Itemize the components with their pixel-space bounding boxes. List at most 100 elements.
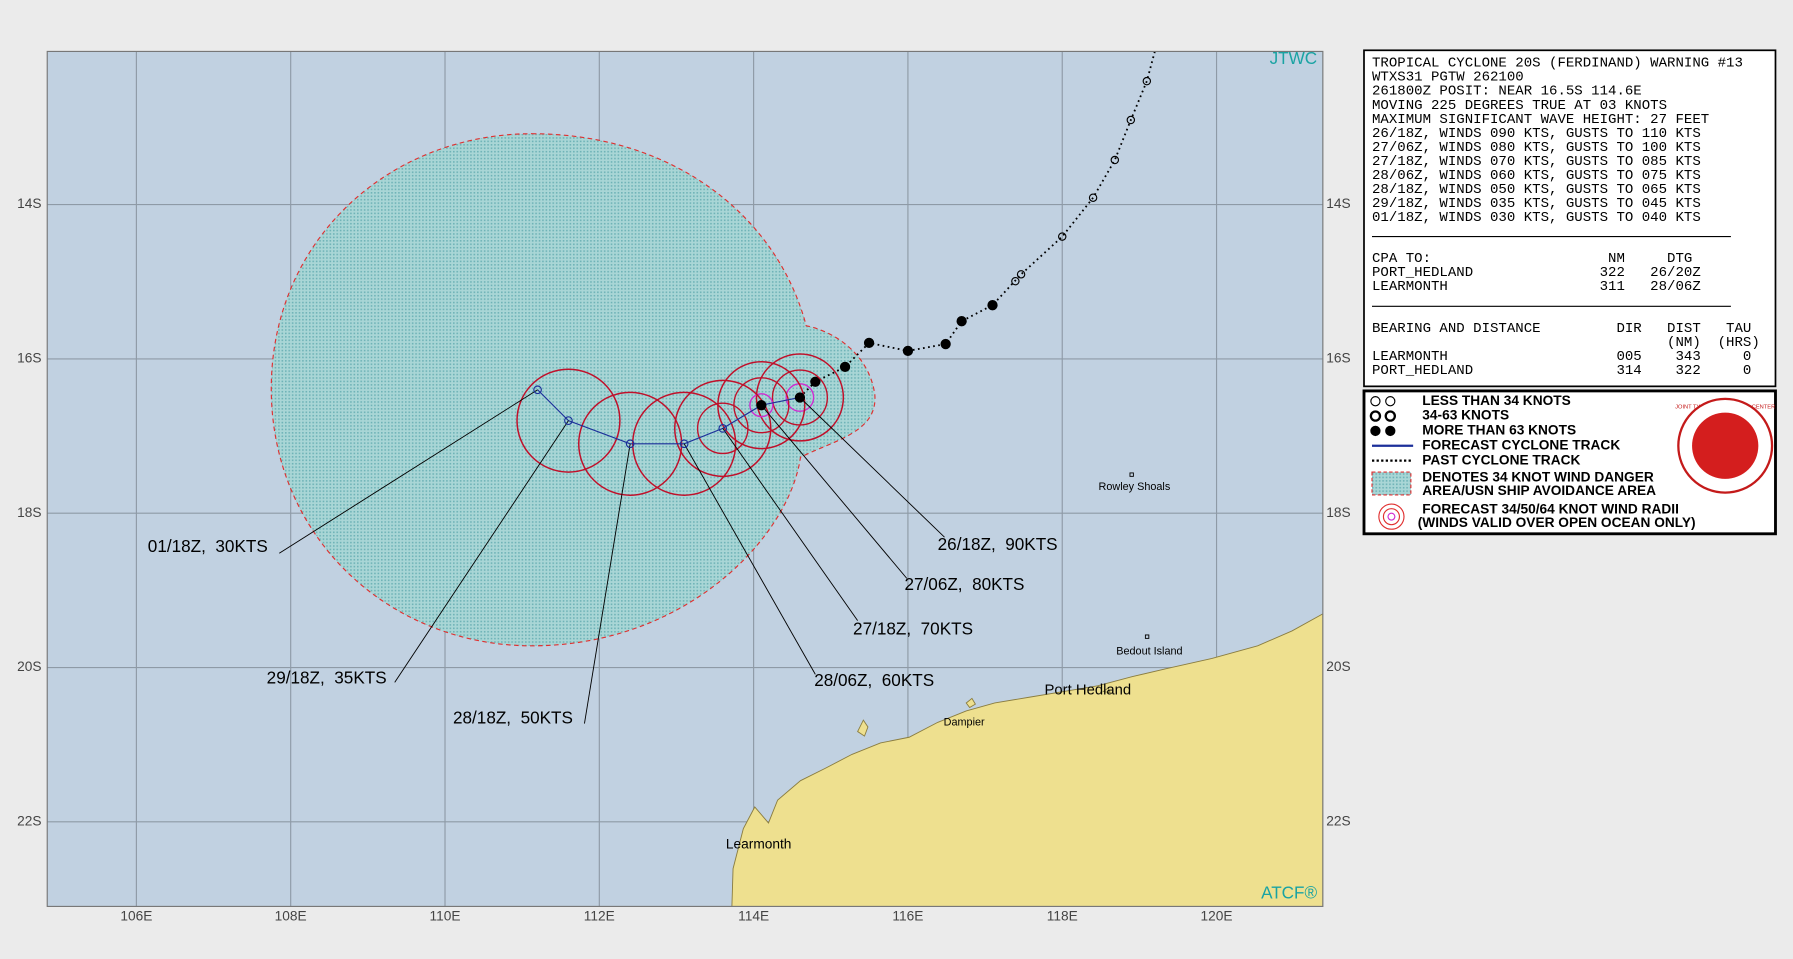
warning-line: 28/18Z, WINDS 050 KTS, GUSTS TO 065 KTS <box>1372 182 1701 198</box>
bearing-line: (NM) (HRS) <box>1372 335 1760 351</box>
forecast-position <box>533 385 542 395</box>
past-position <box>1011 276 1020 286</box>
past-symbols <box>810 76 1152 387</box>
land <box>731 613 1323 907</box>
wind-radius-34 <box>516 368 621 473</box>
warning-box <box>1363 49 1777 388</box>
leader-line <box>722 428 859 621</box>
past-position <box>940 338 951 350</box>
lat-label: 14S <box>1326 196 1350 211</box>
lon-label: 120E <box>1201 908 1233 923</box>
leader-line <box>683 443 816 675</box>
warning-line: MOVING 225 DEGREES TRUE AT 03 KNOTS <box>1372 98 1667 114</box>
legend-item: 34-63 KNOTS <box>1422 408 1509 423</box>
wind-radius-34 <box>674 379 772 478</box>
leader-line <box>760 404 908 579</box>
forecast-label: 27/06Z, 80KTS <box>905 574 1025 594</box>
forecast-position <box>794 392 806 403</box>
forecast-position <box>679 439 689 449</box>
lon-label: 106E <box>120 908 152 923</box>
lat-label: 14S <box>17 196 41 211</box>
place-name: Bedout Island <box>1116 645 1182 657</box>
leader-line <box>394 420 569 683</box>
past-position <box>987 300 998 311</box>
past-position <box>902 345 914 357</box>
forecast-position <box>756 400 767 411</box>
warning-line: 01/18Z, WINDS 030 KTS, GUSTS TO 040 KTS <box>1372 210 1701 226</box>
past-position <box>1058 232 1067 241</box>
legend-item: (WINDS VALID OVER OPEN OCEAN ONLY) <box>1418 515 1696 530</box>
wind-radius-50 <box>696 402 749 455</box>
legend-item: DENOTES 34 KNOT WIND DANGER <box>1422 469 1654 484</box>
lat-label: 20S <box>1326 659 1350 674</box>
lat-label: 22S <box>17 813 41 828</box>
legend-item: FORECAST CYCLONE TRACK <box>1422 437 1620 452</box>
cpa-line: CPA TO: NM DTG <box>1372 251 1692 267</box>
warning-line: WTXS31 PGTW 262100 <box>1372 70 1524 86</box>
forecast-position <box>625 439 635 449</box>
warning-line: 27/18Z, WINDS 070 KTS, GUSTS TO 085 KTS <box>1372 154 1701 170</box>
past-position <box>1142 76 1152 86</box>
forecast-label: 26/18Z, 90KTS <box>938 534 1058 554</box>
place-dot <box>1129 472 1134 477</box>
lon-label: 118E <box>1047 908 1078 923</box>
forecast-label: 01/18Z, 30KTS <box>148 536 268 556</box>
lat-label: 18S <box>1326 505 1350 520</box>
forecast-label: 28/06Z, 60KTS <box>814 670 934 690</box>
lat-label: 16S <box>17 351 41 366</box>
place-name: Port Hedland <box>1045 683 1132 699</box>
bearing-line: BEARING AND DISTANCE DIR DIST TAU <box>1372 321 1751 337</box>
bearing-line: PORT_HEDLAND 314 322 0 <box>1372 363 1751 379</box>
legend-item: FORECAST 34/50/64 KNOT WIND RADII <box>1422 501 1679 516</box>
warning-line: 27/06Z, WINDS 080 KTS, GUSTS TO 100 KTS <box>1372 140 1701 156</box>
leader-line <box>799 397 945 538</box>
past-position <box>1088 193 1098 202</box>
place-name: Learmonth <box>726 837 792 852</box>
past-position <box>810 376 821 387</box>
lat-label: 20S <box>17 659 41 674</box>
cpa-line: PORT_HEDLAND 322 26/20Z <box>1372 265 1701 281</box>
danger-area <box>270 133 876 647</box>
past-position <box>956 316 967 327</box>
warning-line: MAXIMUM SIGNIFICANT WAVE HEIGHT: 27 FEET <box>1372 112 1709 128</box>
jtwc-logo <box>1677 397 1774 494</box>
place-name: Rowley Shoals <box>1099 481 1171 493</box>
warning-line: TROPICAL CYCLONE 20S (FERDINAND) WARNING… <box>1372 56 1743 72</box>
lat-label: 22S <box>1326 813 1350 828</box>
past-position <box>863 337 875 349</box>
warning-line: 29/18Z, WINDS 035 KTS, GUSTS TO 045 KTS <box>1372 196 1701 212</box>
place-dot <box>1144 634 1150 639</box>
leader-line <box>584 443 631 724</box>
place-name: Dampier <box>944 717 985 729</box>
forecast-position <box>564 416 573 425</box>
wind-radius-34 <box>755 353 845 442</box>
forecast-position <box>718 424 728 433</box>
legend-symbols <box>1369 396 1414 530</box>
header: JTWC <box>1270 48 1318 68</box>
map-frame <box>46 50 1324 907</box>
footer: ATCF® <box>1261 882 1317 902</box>
forecast-label: 28/18Z, 50KTS <box>453 707 573 727</box>
lon-label: 114E <box>738 908 769 923</box>
past-position <box>1110 155 1120 165</box>
legend-item: PAST CYCLONE TRACK <box>1422 452 1580 467</box>
wind-radius-64 <box>749 393 774 418</box>
lon-label: 110E <box>430 908 461 923</box>
lon-label: 116E <box>892 908 923 923</box>
past-position <box>1016 270 1026 279</box>
forecast-label: 29/18Z, 35KTS <box>267 667 387 687</box>
leader-line <box>279 389 538 554</box>
lat-label: 16S <box>1326 351 1350 366</box>
bearing-line: LEARMONTH 005 343 0 <box>1372 349 1751 365</box>
warning-line: 26/18Z, WINDS 090 KTS, GUSTS TO 110 KTS <box>1372 126 1701 142</box>
past-position <box>839 361 851 373</box>
lat-label: 18S <box>17 505 41 520</box>
warning-line: 261800Z POSIT: NEAR 16.5S 114.6E <box>1372 84 1642 100</box>
forecast-label: 27/18Z, 70KTS <box>853 618 973 638</box>
legend-item: LESS THAN 34 KNOTS <box>1422 393 1570 408</box>
past-position <box>1126 115 1136 125</box>
warning-line: 28/06Z, WINDS 060 KTS, GUSTS TO 075 KTS <box>1372 168 1701 184</box>
cpa-line: LEARMONTH 311 28/06Z <box>1372 279 1701 295</box>
islands <box>857 687 1112 737</box>
